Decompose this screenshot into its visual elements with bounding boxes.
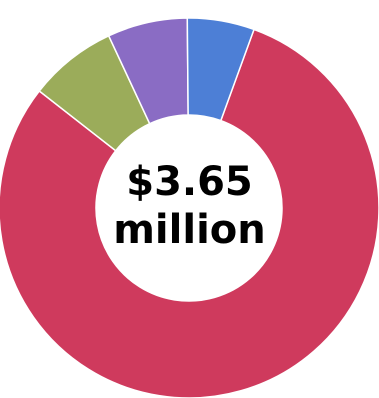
donut-slice-1 — [0, 28, 379, 398]
center-label-amount: $3.65 — [126, 159, 253, 205]
center-label-unit: million — [113, 207, 266, 253]
donut-slice-4 — [186, 17, 255, 122]
